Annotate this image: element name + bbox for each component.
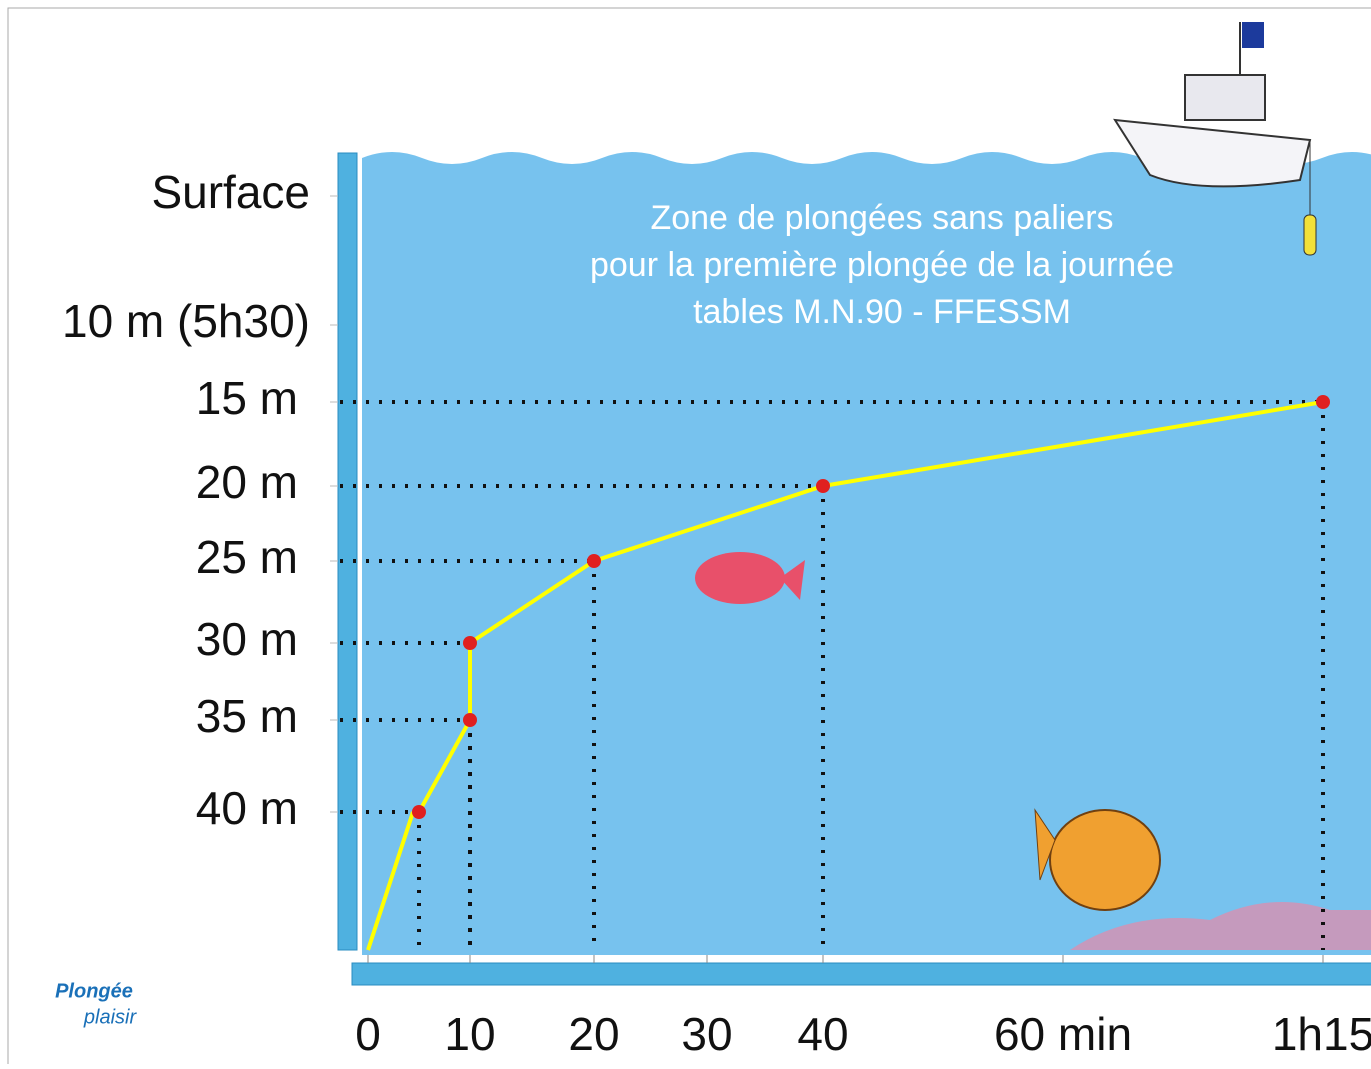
red-fish	[695, 552, 805, 604]
y-tick-label: 10 m (5h30)	[62, 295, 310, 347]
x-tick-label: 10	[444, 1008, 495, 1060]
point	[1316, 395, 1330, 409]
x-tick-label: 60 min	[994, 1008, 1132, 1060]
x-tick-label: 0	[355, 1008, 381, 1060]
annotation: tables M.N.90 - FFESSM	[693, 293, 1071, 331]
x-tick-label: 40	[797, 1008, 848, 1060]
y-tick-label: 20 m	[196, 456, 298, 508]
y-tick-label: 35 m	[196, 690, 298, 742]
coral	[1070, 902, 1371, 950]
y-tick-label: 15 m	[196, 372, 298, 424]
point	[463, 713, 477, 727]
orange-fish	[1034, 808, 1161, 911]
time-bar	[351, 962, 1371, 986]
point	[587, 554, 601, 568]
depth-bar	[337, 152, 358, 951]
annotation: pour la première plongée de la journée	[590, 246, 1174, 284]
y-tick-label: Surface	[151, 166, 310, 218]
y-tick-label: 30 m	[196, 613, 298, 665]
x-tick-label: 20	[568, 1008, 619, 1060]
x-tick-label: 30	[681, 1008, 732, 1060]
logo-text: Plongée	[55, 980, 133, 1002]
point	[816, 479, 830, 493]
y-tick-label: 25 m	[196, 531, 298, 583]
annotation: Zone de plongées sans paliers	[650, 199, 1113, 237]
dive-curve	[417, 400, 1324, 813]
x-tick-label: 1h15	[1272, 1008, 1371, 1060]
water	[362, 152, 1371, 955]
descent	[366, 811, 415, 951]
point	[412, 805, 426, 819]
y-tick-label: 40 m	[196, 782, 298, 834]
point	[463, 636, 477, 650]
logo-text: plaisir	[83, 1006, 138, 1028]
frame	[7, 7, 1371, 1069]
boat	[1113, 22, 1317, 256]
